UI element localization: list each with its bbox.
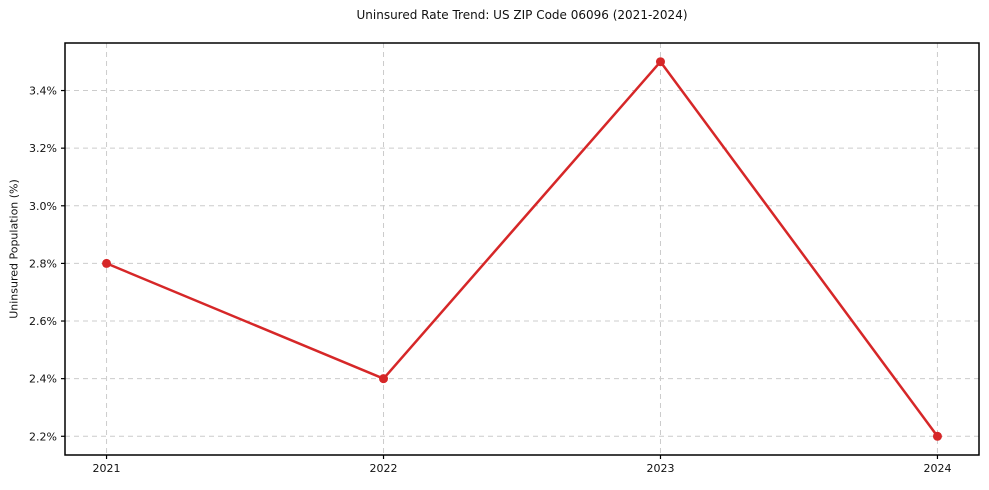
x-tick-label: 2022 (370, 462, 398, 475)
y-tick-label: 2.8% (29, 257, 57, 270)
y-tick-label: 2.4% (29, 373, 57, 386)
chart-title: Uninsured Rate Trend: US ZIP Code 06096 … (356, 8, 688, 22)
data-point (102, 258, 112, 268)
plot-border (64, 42, 980, 456)
x-tick-label: 2023 (646, 462, 674, 475)
y-tick-label: 2.6% (29, 315, 57, 328)
x-tick-label: 2024 (923, 462, 951, 475)
y-tick-label: 2.2% (29, 430, 57, 443)
y-tick-label: 3.2% (29, 142, 57, 155)
y-tick-label: 3.4% (29, 85, 57, 98)
data-point (932, 431, 942, 441)
y-axis-label: Uninsured Population (%) (7, 179, 21, 319)
y-tick-label: 3.0% (29, 200, 57, 213)
x-tick-label: 2021 (93, 462, 121, 475)
data-point (379, 374, 389, 384)
data-point (655, 57, 665, 67)
trend-line (105, 60, 939, 438)
